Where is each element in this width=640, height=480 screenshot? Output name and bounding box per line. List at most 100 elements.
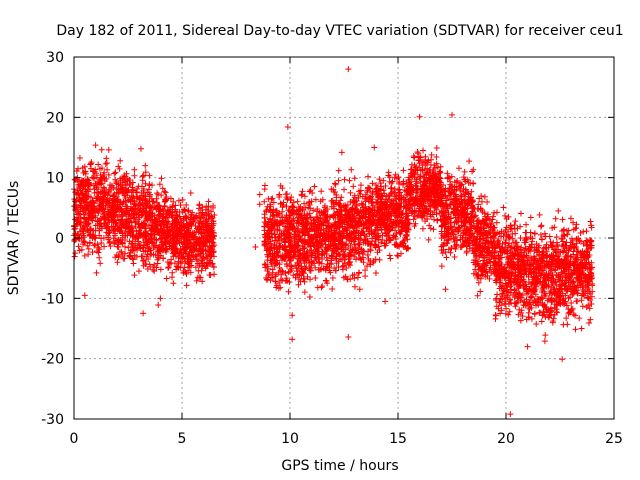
data-point	[372, 237, 379, 244]
data-point	[202, 220, 209, 227]
data-point	[291, 242, 298, 249]
data-point	[303, 249, 310, 256]
data-point	[367, 185, 374, 192]
data-point	[150, 263, 157, 270]
data-point	[145, 255, 152, 262]
data-point	[331, 248, 338, 255]
data-point	[455, 165, 462, 172]
data-point	[299, 207, 306, 214]
data-point	[98, 240, 105, 247]
data-point	[300, 270, 307, 277]
data-point	[365, 173, 372, 180]
data-point	[299, 188, 306, 195]
data-point	[424, 216, 431, 223]
data-point	[142, 180, 149, 187]
data-point	[148, 213, 155, 220]
data-point	[198, 211, 205, 218]
data-point	[301, 221, 308, 228]
data-point	[123, 189, 130, 196]
data-point	[387, 210, 394, 217]
data-point	[369, 196, 376, 203]
data-point	[76, 155, 83, 162]
data-point	[287, 212, 294, 219]
data-point	[407, 192, 414, 199]
data-point	[311, 183, 318, 190]
data-point	[100, 184, 107, 191]
data-point	[433, 154, 440, 161]
data-point	[341, 256, 348, 263]
data-point	[315, 250, 322, 257]
data-point	[314, 234, 321, 241]
data-point	[199, 278, 206, 285]
data-point	[319, 252, 326, 259]
data-point	[107, 181, 114, 188]
data-point	[369, 220, 376, 227]
data-point	[126, 211, 133, 218]
data-point	[129, 243, 136, 250]
data-point	[125, 212, 132, 219]
data-point	[183, 202, 190, 209]
data-point	[81, 252, 88, 259]
data-point	[74, 218, 81, 225]
data-point	[103, 160, 110, 167]
data-point	[285, 230, 292, 237]
data-point	[111, 170, 118, 177]
data-point	[283, 203, 290, 210]
data-point	[130, 214, 137, 221]
data-point	[87, 161, 94, 168]
data-point	[384, 199, 391, 206]
data-point	[346, 177, 353, 184]
data-point	[124, 203, 131, 210]
data-point	[198, 220, 205, 227]
data-point	[193, 277, 200, 284]
data-point	[169, 274, 176, 281]
data-point	[283, 260, 290, 267]
data-point	[364, 188, 371, 195]
data-point	[206, 225, 213, 232]
data-point	[420, 208, 427, 215]
data-point	[420, 192, 427, 199]
data-point	[76, 194, 83, 201]
data-point	[268, 259, 275, 266]
data-point	[451, 253, 458, 260]
data-point	[80, 238, 87, 245]
data-point	[177, 224, 184, 231]
data-point	[270, 199, 277, 206]
data-point	[392, 171, 399, 178]
data-point	[198, 234, 205, 241]
data-point	[477, 288, 484, 295]
data-point	[323, 228, 330, 235]
data-point	[285, 288, 292, 295]
data-point	[96, 232, 103, 239]
data-point	[512, 218, 519, 225]
data-point	[420, 147, 427, 154]
data-point	[289, 203, 296, 210]
data-point	[364, 251, 371, 258]
chart-title: Day 182 of 2011, Sidereal Day-to-day VTE…	[56, 23, 623, 39]
data-point	[351, 208, 358, 215]
data-point	[85, 193, 92, 200]
data-point	[203, 253, 210, 260]
data-point	[110, 192, 117, 199]
data-point	[396, 179, 403, 186]
data-point	[114, 202, 121, 209]
data-point	[202, 248, 209, 255]
data-point	[164, 258, 171, 265]
data-point	[196, 262, 203, 269]
data-point	[135, 234, 142, 241]
data-point	[362, 191, 369, 198]
data-point	[352, 244, 359, 251]
data-point	[344, 201, 351, 208]
data-point	[369, 180, 376, 187]
data-point	[391, 189, 398, 196]
data-point	[179, 196, 186, 203]
data-point	[261, 241, 268, 248]
data-point	[132, 236, 139, 243]
data-point	[381, 217, 388, 224]
data-point	[312, 248, 319, 255]
data-point	[416, 160, 423, 167]
data-point	[93, 269, 100, 276]
data-point	[264, 257, 271, 264]
data-point	[143, 200, 150, 207]
data-point	[135, 202, 142, 209]
